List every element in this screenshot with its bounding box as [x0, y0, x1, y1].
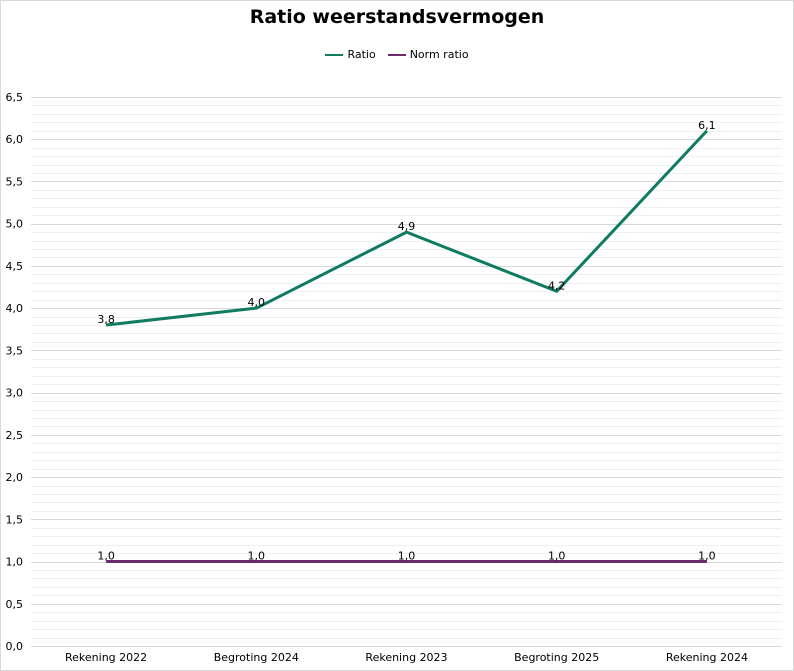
- y-tick-label: 6,5: [6, 91, 24, 104]
- y-tick-label: 3,0: [6, 387, 24, 400]
- x-tick-label: Begroting 2024: [214, 651, 299, 664]
- y-tick-label: 1,5: [6, 513, 24, 526]
- y-tick-label: 3,5: [6, 344, 24, 357]
- data-label-ratio: 6,1: [698, 119, 716, 132]
- legend-item-norm-ratio: Norm ratio: [387, 48, 469, 61]
- y-tick-label: 2,5: [6, 429, 24, 442]
- y-tick-label: 0,0: [6, 640, 24, 653]
- x-tick-label: Begroting 2025: [514, 651, 599, 664]
- y-tick-label: 0,5: [6, 598, 24, 611]
- data-label-ratio: 3,8: [97, 313, 115, 326]
- data-label-norm-ratio: 1,0: [698, 550, 716, 563]
- data-label-norm-ratio: 1,0: [97, 550, 115, 563]
- x-tick-label: Rekening 2024: [666, 651, 748, 664]
- y-tick-label: 2,0: [6, 471, 24, 484]
- y-tick-label: 5,5: [6, 175, 24, 188]
- y-tick-label: 5,0: [6, 218, 24, 231]
- data-label-ratio: 4,0: [248, 296, 266, 309]
- y-tick-label: 6,0: [6, 133, 24, 146]
- data-label-norm-ratio: 1,0: [548, 550, 566, 563]
- y-tick-label: 4,5: [6, 260, 24, 273]
- series-line-ratio: [105, 129, 708, 327]
- x-tick-label: Rekening 2023: [365, 651, 447, 664]
- data-label-ratio: 4,2: [548, 279, 566, 292]
- data-label-norm-ratio: 1,0: [398, 550, 416, 563]
- x-tick-label: Rekening 2022: [65, 651, 147, 664]
- y-tick-label: 1,0: [6, 556, 24, 569]
- chart-title: Ratio weerstandsvermogen: [249, 6, 545, 28]
- data-label-ratio: 4,9: [398, 220, 416, 233]
- legend-item-ratio: Ratio: [325, 48, 376, 61]
- chart-legend: Ratio Norm ratio: [0, 48, 794, 61]
- legend-swatch-ratio: [325, 53, 344, 56]
- legend-swatch-norm-ratio: [387, 53, 406, 56]
- data-label-norm-ratio: 1,0: [248, 550, 266, 563]
- legend-label-ratio: Ratio: [347, 48, 376, 61]
- y-tick-label: 4,0: [6, 302, 24, 315]
- legend-label-norm-ratio: Norm ratio: [409, 48, 469, 61]
